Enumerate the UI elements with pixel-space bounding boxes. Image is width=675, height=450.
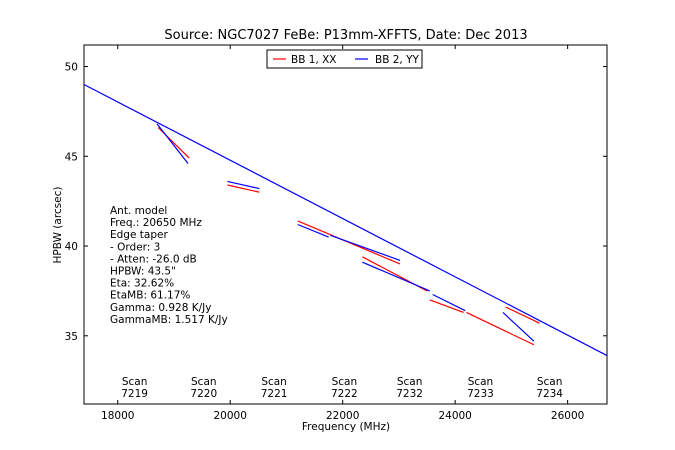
chart-title: Source: NGC7027 FeBe: P13mm-XFFTS, Date:…: [164, 28, 527, 43]
scan-number: 7221: [261, 388, 288, 400]
series-2-segment: [502, 312, 535, 342]
annotation-line: Gamma: 0.928 K/Jy: [110, 302, 211, 314]
scan-label: Scan: [332, 376, 358, 388]
x-tick-label: 26000: [551, 410, 584, 422]
annotation-line: EtaMB: 61.17%: [110, 290, 190, 302]
series-2-segment: [362, 261, 431, 292]
annotation-line: Eta: 32.62%: [110, 278, 174, 290]
y-tick-label: 50: [65, 62, 78, 74]
series-2-segment: [330, 234, 401, 261]
annotation-line: Freq.: 20650 MHz: [110, 217, 202, 229]
x-tick-label: 24000: [438, 410, 471, 422]
series-2-segment: [227, 180, 260, 190]
y-tick-label: 45: [65, 151, 78, 163]
scan-number: 7232: [396, 388, 423, 400]
scan-label: Scan: [122, 376, 148, 388]
legend: BB 1, XX BB 2, YY: [266, 49, 423, 69]
series-1-segment: [505, 306, 540, 324]
annotation-line: Ant. model: [110, 205, 167, 217]
scan-label: Scan: [397, 376, 423, 388]
scan-number: 7222: [331, 388, 358, 400]
annotation-line: - Atten: -26.0 dB: [110, 253, 197, 265]
scan-number: 7234: [536, 388, 563, 400]
annotation-line: - Order: 3: [110, 241, 160, 253]
legend-box: [266, 49, 423, 69]
y-axis-label: HPBW (arcsec): [52, 187, 64, 264]
scan-number: 7233: [467, 388, 494, 400]
plot-area: 18000 20000 22000 24000 26000 35 40 45 50 Ant. m…: [65, 44, 608, 422]
x-axis-label: Frequency (MHz): [302, 421, 390, 433]
legend-label: BB 1, XX: [291, 54, 337, 66]
series-1-segment: [466, 311, 535, 346]
series-1-segment: [227, 184, 260, 193]
annotation-line: Edge taper: [110, 229, 168, 241]
y-tick-label: 40: [65, 241, 78, 253]
scan-label: Scan: [537, 376, 563, 388]
x-tick-label: 22000: [326, 410, 359, 422]
scan-number: 7220: [190, 388, 217, 400]
plot-frame: [83, 44, 608, 405]
x-tick-label: 18000: [101, 410, 134, 422]
scan-label: Scan: [261, 376, 287, 388]
axis-ticks: 18000 20000 22000 24000 26000 35 40 45 50: [65, 45, 607, 422]
scan-number: 7219: [121, 388, 148, 400]
x-tick-label: 20000: [214, 410, 247, 422]
series-2-segment: [156, 123, 189, 164]
legend-label: BB 2, YY: [375, 54, 420, 66]
scan-label: Scan: [468, 376, 494, 388]
annotation-line: GammaMB: 1.517 K/Jy: [110, 314, 228, 326]
model-line: [83, 83, 608, 357]
series-1-segment: [429, 299, 464, 314]
scan-label: Scan: [191, 376, 217, 388]
y-tick-label: 35: [65, 331, 78, 343]
series-2-segment: [297, 223, 329, 238]
series-2-segment: [432, 293, 466, 312]
annotation-line: HPBW: 43.5": [110, 266, 176, 278]
scan-labels: Scan7219Scan7220Scan7221Scan7222Scan7232…: [121, 376, 563, 400]
data-lines: [83, 83, 608, 357]
